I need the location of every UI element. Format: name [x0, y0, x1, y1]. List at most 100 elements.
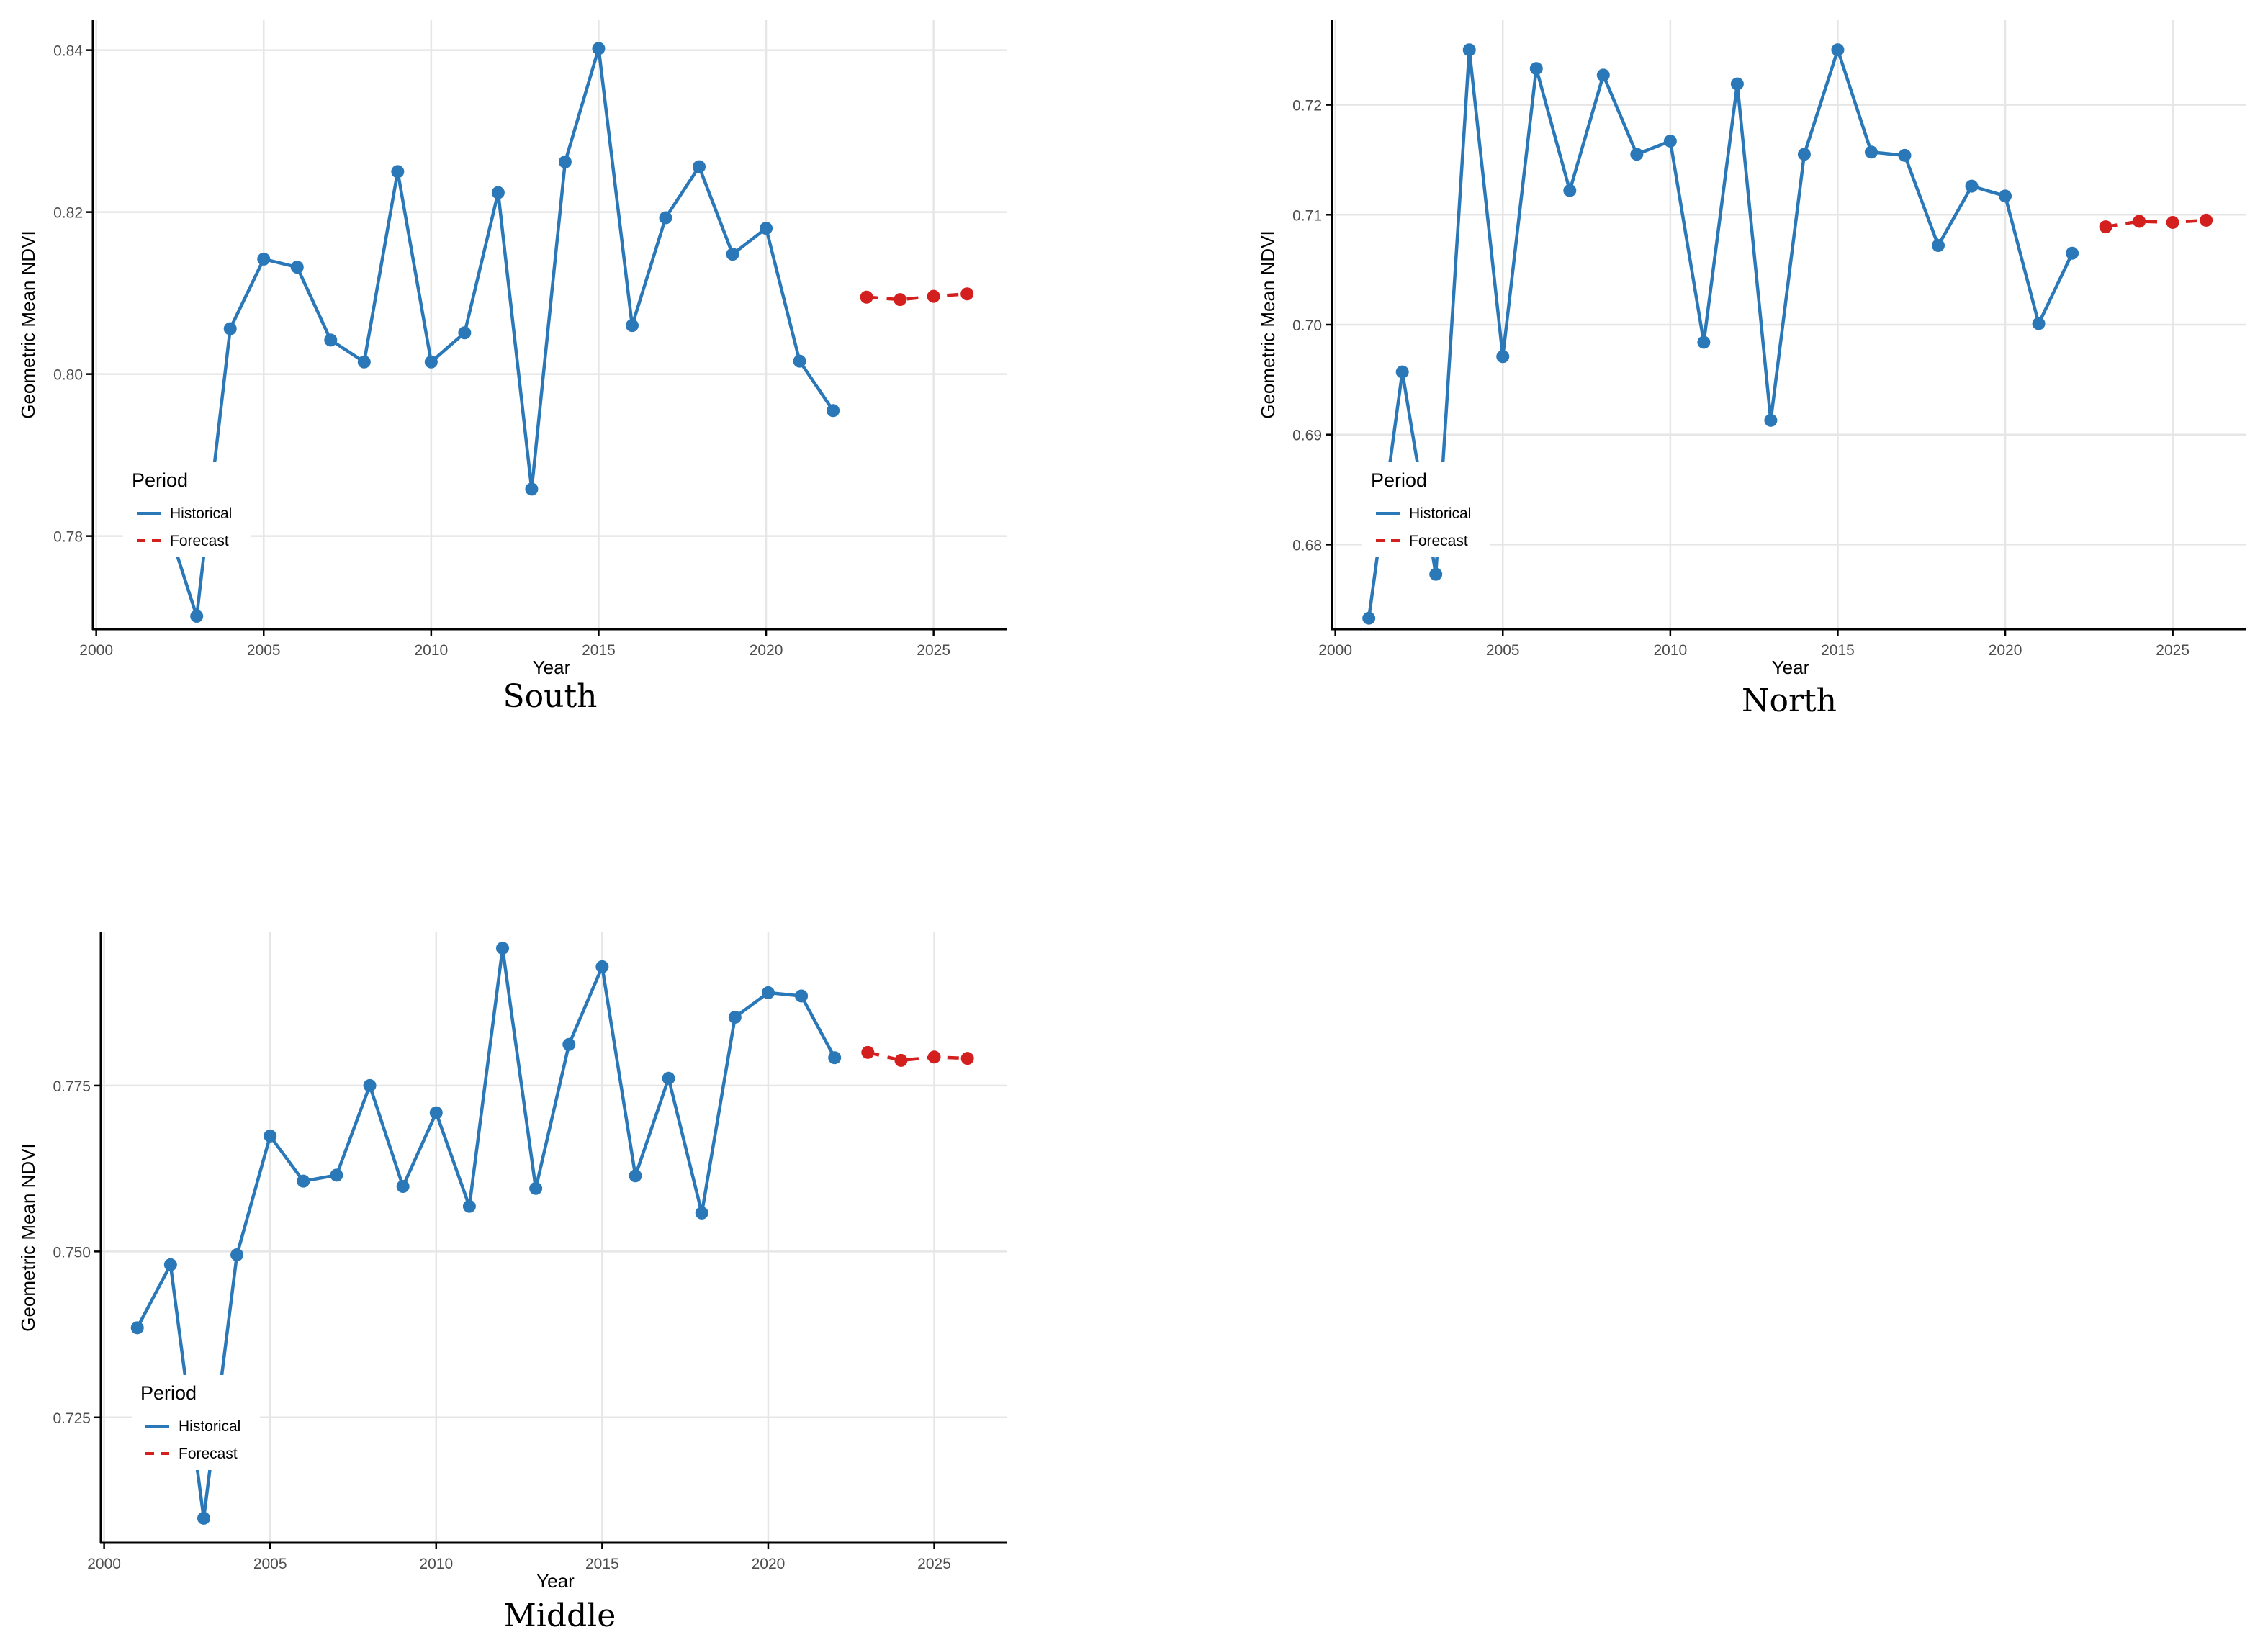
data-point-historical — [2066, 246, 2079, 260]
data-point-forecast — [860, 290, 873, 304]
data-point-historical — [297, 1174, 310, 1188]
data-point-historical — [1864, 145, 1878, 159]
legend-label-historical: Historical — [170, 505, 232, 522]
y-tick-label: 0.69 — [1292, 428, 1322, 444]
data-point-historical — [330, 1168, 343, 1182]
data-point-historical — [1797, 148, 1811, 161]
data-point-forecast — [2166, 215, 2179, 229]
legend-title: Period — [1371, 469, 1427, 491]
y-tick-label: 0.725 — [53, 1410, 91, 1427]
data-point-historical — [1462, 43, 1476, 57]
data-point-historical — [795, 989, 809, 1003]
y-tick-label: 0.84 — [53, 43, 83, 60]
x-tick-label: 2000 — [1318, 642, 1352, 659]
data-point-historical — [1529, 62, 1543, 76]
data-point-historical — [462, 1199, 476, 1213]
legend: Period Historical Forecast — [1362, 462, 1490, 557]
data-point-historical — [491, 186, 505, 199]
legend-label-forecast: Forecast — [170, 533, 229, 549]
data-point-historical — [1697, 335, 1711, 349]
data-point-historical — [1496, 350, 1510, 364]
data-point-historical — [1730, 77, 1744, 91]
data-point-historical — [629, 1169, 642, 1183]
legend-label-forecast: Forecast — [1409, 533, 1468, 549]
data-point-historical — [659, 211, 672, 225]
data-point-historical — [1563, 184, 1577, 197]
data-point-historical — [562, 1037, 576, 1051]
data-point-historical — [357, 355, 371, 369]
x-tick-label: 2020 — [750, 642, 783, 659]
data-point-historical — [662, 1071, 675, 1085]
data-point-forecast — [2133, 215, 2146, 228]
y-axis-title: Geometric Mean NDVI — [17, 1143, 39, 1332]
legend-label-forecast: Forecast — [179, 1446, 238, 1462]
x-tick-label: 2015 — [1821, 642, 1855, 659]
x-tick-label: 2005 — [247, 642, 281, 659]
data-point-historical — [223, 322, 237, 335]
data-point-historical — [1898, 148, 1912, 162]
y-tick-label: 0.70 — [1292, 317, 1322, 334]
data-point-historical — [264, 1129, 277, 1143]
y-axis-title: Geometric Mean NDVI — [1257, 230, 1279, 419]
data-point-historical — [396, 1180, 410, 1194]
data-point-historical — [827, 404, 840, 418]
data-point-historical — [529, 1181, 543, 1195]
chart-panel-south: 2000 2005 2010 2015 2020 2025 0.78 0.80 0.82 0.84… — [17, 20, 1007, 715]
data-point-historical — [761, 986, 775, 999]
y-tick-label: 0.80 — [53, 367, 83, 384]
x-tick-label: 2015 — [585, 1556, 619, 1572]
series-line-forecast — [867, 1050, 968, 1063]
series-line-historical — [128, 47, 834, 618]
series-line-historical — [1367, 48, 2074, 619]
data-point-forecast — [861, 1045, 875, 1059]
x-tick-label: 2020 — [752, 1556, 786, 1572]
data-point-historical — [2032, 317, 2046, 330]
y-tick-label: 0.82 — [53, 205, 83, 222]
data-point-historical — [257, 252, 271, 266]
data-point-forecast — [960, 1052, 974, 1065]
data-point-historical — [828, 1051, 842, 1065]
y-tick-label: 0.750 — [53, 1244, 91, 1261]
x-tick-label: 2000 — [87, 1556, 121, 1572]
data-point-forecast — [2200, 213, 2213, 227]
data-point-historical — [1596, 68, 1610, 82]
data-point-historical — [693, 160, 706, 173]
x-tick-label: 2015 — [582, 642, 616, 659]
data-point-historical — [625, 319, 639, 333]
x-tick-label: 2025 — [917, 642, 950, 659]
data-point-historical — [726, 248, 739, 261]
data-point-historical — [1429, 567, 1443, 581]
data-point-historical — [230, 1248, 244, 1261]
data-point-historical — [592, 42, 606, 55]
data-point-historical — [130, 1321, 144, 1335]
y-tick-label: 0.72 — [1292, 98, 1322, 114]
data-point-historical — [391, 165, 405, 179]
data-point-historical — [1831, 43, 1845, 57]
y-axis-title: Geometric Mean NDVI — [17, 230, 39, 419]
y-tick-label: 0.71 — [1292, 207, 1322, 224]
legend-label-historical: Historical — [179, 1418, 240, 1435]
x-tick-label: 2025 — [2156, 642, 2190, 659]
data-point-historical — [197, 1511, 210, 1525]
data-point-historical — [363, 1078, 377, 1092]
data-point-historical — [190, 610, 204, 623]
legend-label-historical: Historical — [1409, 505, 1471, 522]
data-point-historical — [290, 261, 304, 274]
x-tick-label: 2005 — [253, 1556, 287, 1572]
data-point-historical — [1965, 179, 1979, 193]
x-axis-title: Year — [1772, 657, 1810, 678]
panel-caption: South — [503, 678, 598, 715]
data-point-historical — [1663, 134, 1677, 148]
y-tick-label: 0.78 — [53, 529, 83, 546]
x-tick-label: 2010 — [1653, 642, 1687, 659]
data-point-historical — [163, 1258, 177, 1271]
y-tick-label: 0.775 — [53, 1078, 91, 1095]
x-tick-label: 2010 — [419, 1556, 453, 1572]
data-point-forecast — [927, 289, 940, 303]
x-tick-label: 2010 — [414, 642, 448, 659]
legend: Period Historical Forecast — [132, 1375, 260, 1470]
x-tick-label: 2000 — [79, 642, 113, 659]
data-point-historical — [695, 1206, 708, 1220]
x-tick-label: 2005 — [1486, 642, 1520, 659]
